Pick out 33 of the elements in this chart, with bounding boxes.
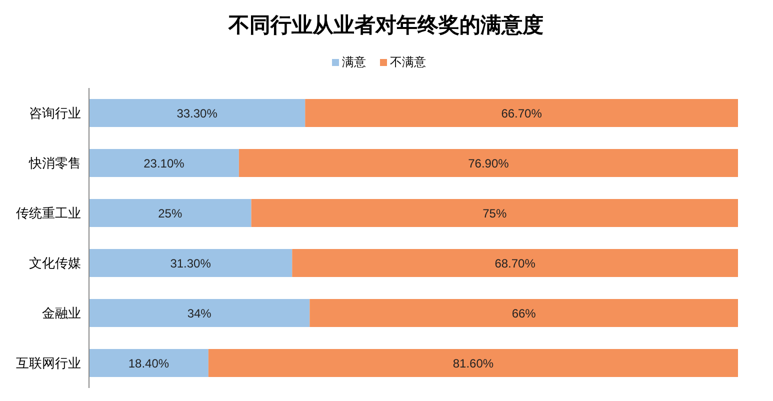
- bar: [89, 299, 310, 327]
- bar: [208, 349, 738, 377]
- data-label: 25%: [158, 206, 182, 220]
- bar: [238, 149, 738, 177]
- legend-label: 满意: [342, 55, 366, 69]
- y-tick-label: 传统重工业: [16, 206, 81, 220]
- data-label: 76.90%: [468, 156, 510, 170]
- bar: [89, 249, 292, 277]
- data-label: 31.30%: [170, 256, 212, 270]
- legend-label: 不满意: [390, 55, 426, 69]
- data-label: 23.10%: [144, 156, 185, 170]
- bar: [89, 199, 252, 227]
- bar: [89, 149, 239, 177]
- bar: [305, 99, 738, 127]
- data-label: 81.60%: [452, 356, 494, 370]
- y-tick-label: 互联网行业: [16, 356, 81, 370]
- bar: [89, 99, 306, 127]
- y-tick-label: 快消零售: [28, 156, 81, 170]
- data-label: 68.70%: [494, 256, 536, 270]
- data-label: 33.30%: [176, 106, 218, 120]
- y-tick-label: 文化传媒: [29, 256, 81, 270]
- chart-title: 不同行业从业者对年终奖的满意度: [228, 13, 544, 37]
- y-tick-label: 金融业: [42, 306, 81, 320]
- data-label: 66%: [512, 306, 536, 320]
- data-label: 66.70%: [501, 106, 542, 120]
- bar: [251, 199, 738, 227]
- bar: [310, 299, 738, 327]
- data-label: 75%: [482, 206, 507, 220]
- y-tick-label: 咨询行业: [29, 106, 81, 120]
- data-label: 34%: [187, 306, 212, 320]
- bar: [89, 349, 208, 377]
- bar: [292, 249, 738, 277]
- data-label: 18.40%: [128, 356, 170, 370]
